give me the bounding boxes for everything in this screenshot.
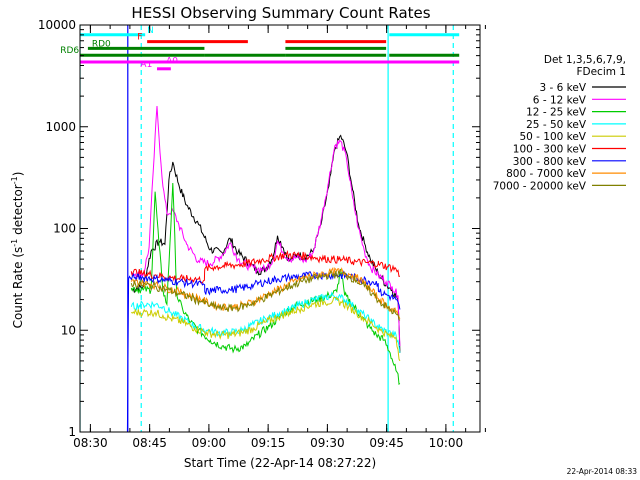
plot-clip-group <box>80 25 460 432</box>
legend-label: 25 - 50 keV <box>526 119 587 131</box>
axes: 08:30 08:45 09:00 09:15 09:30 09:45 10:00 1 10 10… <box>38 18 486 450</box>
legend-label: 7000 - 20000 keV <box>493 180 587 192</box>
legend-label: 12 - 25 keV <box>526 107 587 119</box>
legend-label: 100 - 300 keV <box>513 144 587 156</box>
y-axis-label: Count Rate (s-1 detector-1) <box>10 172 25 329</box>
flag-label-rd0: RD0 <box>92 39 111 49</box>
y-axis-label-part: ) <box>11 172 25 177</box>
x-tick-label: 09:15 <box>251 436 286 450</box>
x-tick-label: 09:30 <box>310 436 345 450</box>
y-axis-label-part: detector <box>11 184 25 239</box>
series-line <box>130 297 401 362</box>
legend-header: Det 1,3,5,6,7,9, <box>544 54 626 66</box>
flag-label-rd6: RD6 <box>60 46 79 56</box>
y-tick-label: 1 <box>68 425 76 439</box>
y-axis-label-part: Count Rate (s <box>11 247 25 329</box>
legend-label: 3 - 6 keV <box>539 82 586 94</box>
x-tick-label: 10:00 <box>429 436 464 450</box>
series-line <box>130 270 401 321</box>
y-tick-label: 10000 <box>38 18 76 32</box>
x-axis-label: Start Time (22-Apr-14 08:27:22) <box>184 456 376 470</box>
flag-label-n: N <box>147 26 154 36</box>
footer-timestamp: 22-Apr-2014 08:33 <box>567 467 638 476</box>
plot-frame <box>79 24 481 433</box>
plot-area: NF RD0 RD6 A1 A0 <box>60 25 460 432</box>
legend-label: 800 - 7000 keV <box>506 168 587 180</box>
series-line <box>130 291 401 353</box>
x-tick-label: 08:30 <box>73 436 108 450</box>
chart-title: HESSI Observing Summary Count Rates <box>131 4 430 22</box>
legend-label: 6 - 12 keV <box>533 94 587 106</box>
y-tick-label: 10 <box>61 323 76 337</box>
x-tick-label: 08:45 <box>132 436 167 450</box>
series-line <box>130 105 401 347</box>
legend-label: 50 - 100 keV <box>519 131 586 143</box>
legend-label: 300 - 800 keV <box>513 156 587 168</box>
flag-label-a0: A0 <box>166 56 178 66</box>
y-tick-label: 100 <box>53 222 76 236</box>
y-axis-label-part: -1 <box>10 239 19 247</box>
x-tick-label: 09:45 <box>369 436 404 450</box>
y-tick-label: 1000 <box>45 120 76 134</box>
flag-label-f: F <box>137 33 142 43</box>
flag-label-a1: A1 <box>140 60 152 70</box>
x-tick-label: 09:00 <box>192 436 227 450</box>
series-line <box>130 249 401 284</box>
legend-header: FDecim 1 <box>576 66 626 78</box>
y-axis-label-part: -1 <box>10 176 19 184</box>
